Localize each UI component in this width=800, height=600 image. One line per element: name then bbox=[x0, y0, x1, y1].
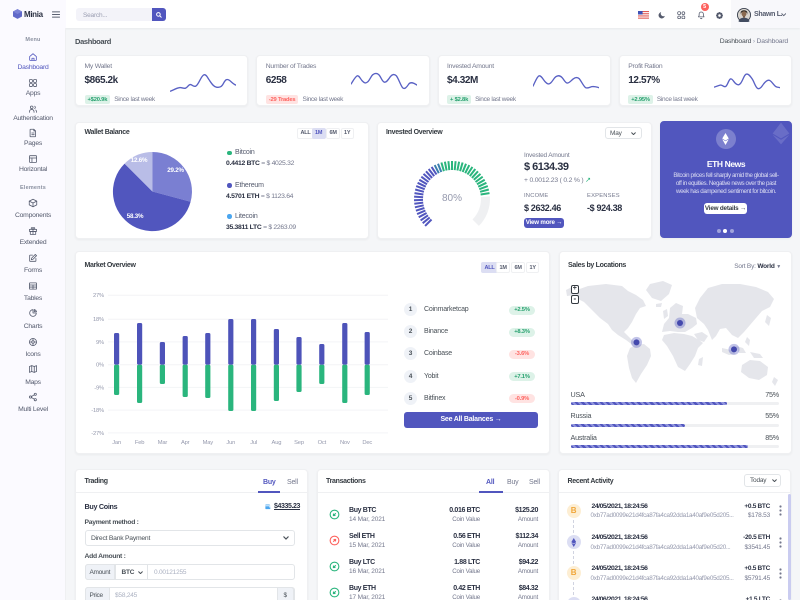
svg-text:9%: 9% bbox=[96, 340, 104, 346]
svg-text:Dec: Dec bbox=[362, 440, 372, 446]
svg-text:Feb: Feb bbox=[135, 440, 144, 446]
svg-text:Sep: Sep bbox=[294, 440, 304, 446]
svg-text:Jan: Jan bbox=[112, 440, 121, 446]
svg-text:0%: 0% bbox=[96, 363, 104, 369]
svg-text:18%: 18% bbox=[93, 317, 104, 323]
svg-text:Oct: Oct bbox=[318, 440, 327, 446]
svg-text:27%: 27% bbox=[93, 293, 104, 299]
svg-text:-9%: -9% bbox=[94, 385, 104, 391]
svg-text:May: May bbox=[203, 440, 214, 446]
svg-text:Mar: Mar bbox=[158, 440, 168, 446]
svg-text:-18%: -18% bbox=[91, 408, 104, 414]
svg-text:Apr: Apr bbox=[181, 440, 190, 446]
svg-text:Jul: Jul bbox=[250, 440, 257, 446]
svg-text:Nov: Nov bbox=[340, 440, 350, 446]
svg-text:Jun: Jun bbox=[226, 440, 235, 446]
svg-text:Aug: Aug bbox=[272, 440, 282, 446]
svg-text:-27%: -27% bbox=[91, 431, 104, 437]
